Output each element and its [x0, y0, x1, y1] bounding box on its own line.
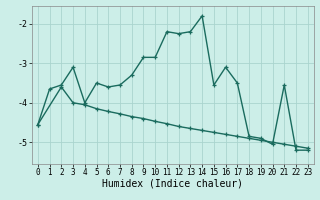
X-axis label: Humidex (Indice chaleur): Humidex (Indice chaleur) [102, 179, 243, 189]
